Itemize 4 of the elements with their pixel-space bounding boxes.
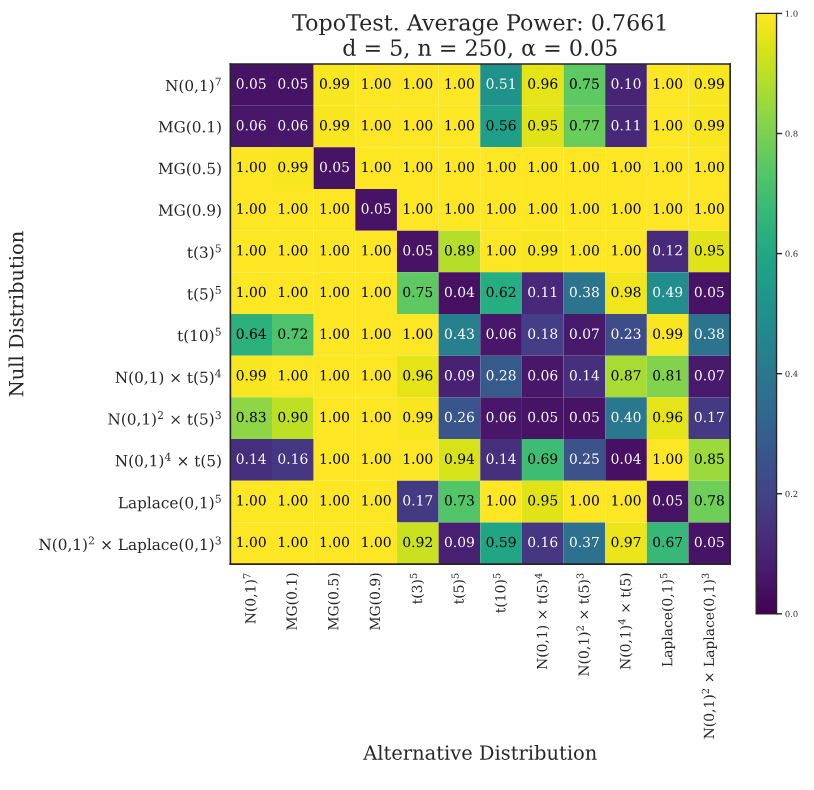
x-axis-title: Alternative Distribution [363, 744, 597, 760]
chart-title: TopoTest. Average Power: 0.7661 [292, 13, 666, 36]
y-axis-title: Null Distribution [8, 231, 24, 397]
chart-subtitle: d = 5, n = 250, α = 0.05 [343, 38, 617, 59]
